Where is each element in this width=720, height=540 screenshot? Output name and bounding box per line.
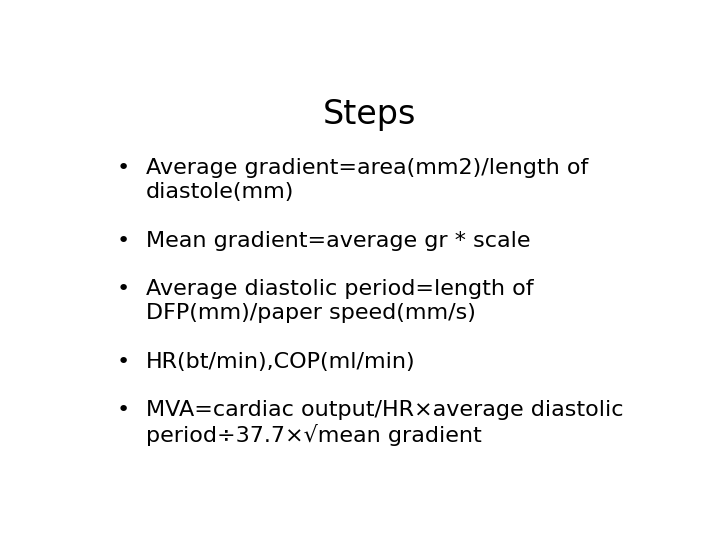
- Text: •: •: [117, 231, 130, 251]
- Text: •: •: [117, 352, 130, 372]
- Text: MVA=cardiac output/HR×average diastolic
period÷37.7×√mean gradient: MVA=cardiac output/HR×average diastolic …: [145, 400, 624, 446]
- Text: •: •: [117, 400, 130, 420]
- Text: Mean gradient=average gr * scale: Mean gradient=average gr * scale: [145, 231, 531, 251]
- Text: Average gradient=area(mm2)/length of
diastole(mm): Average gradient=area(mm2)/length of dia…: [145, 158, 588, 202]
- Text: Average diastolic period=length of
DFP(mm)/paper speed(mm/s): Average diastolic period=length of DFP(m…: [145, 279, 534, 323]
- Text: •: •: [117, 158, 130, 178]
- Text: Steps: Steps: [323, 98, 415, 131]
- Text: HR(bt/min),COP(ml/min): HR(bt/min),COP(ml/min): [145, 352, 415, 372]
- Text: •: •: [117, 279, 130, 299]
